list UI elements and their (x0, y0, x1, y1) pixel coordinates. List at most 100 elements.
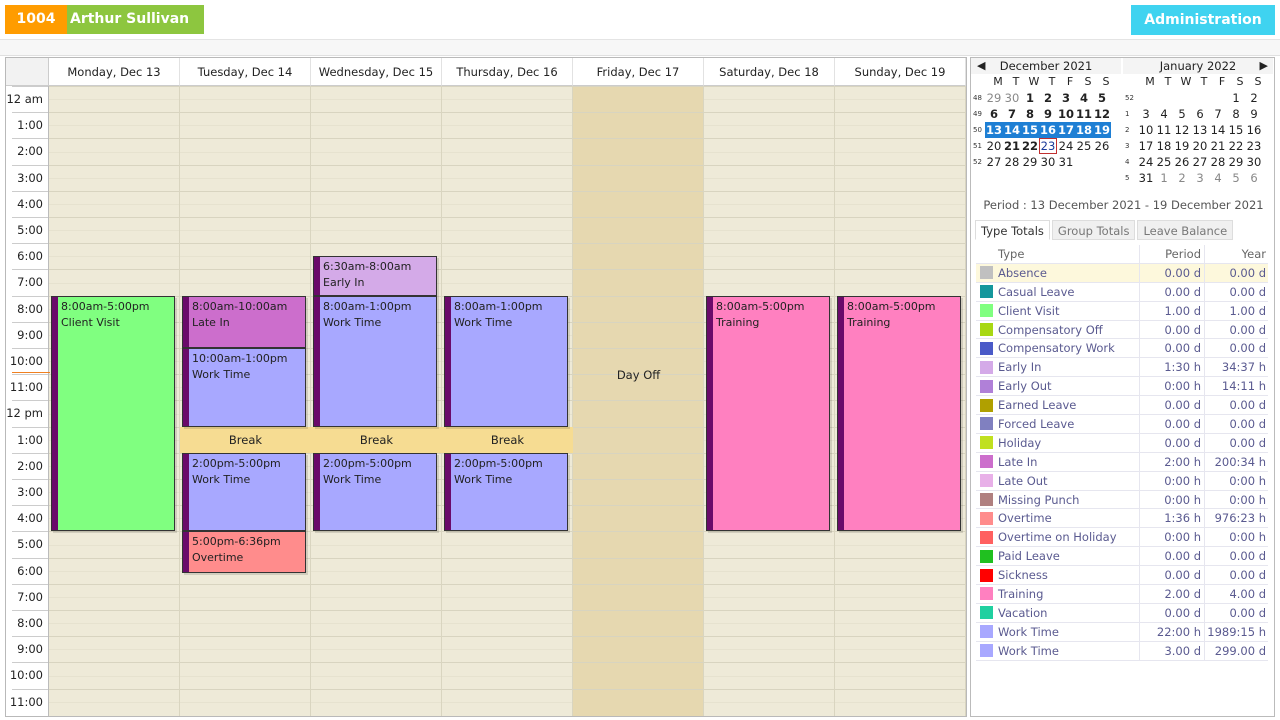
calendar-day[interactable]: 16 (1039, 122, 1057, 138)
appointment-work-time[interactable]: 10:00am-1:00pm Work Time (182, 348, 306, 427)
calendar-day[interactable]: 28 (1004, 155, 1020, 169)
calendar-day[interactable]: 3 (1061, 91, 1070, 105)
calendar-day[interactable]: 5 (1232, 171, 1240, 185)
calendar-day[interactable]: 9 (1043, 107, 1052, 121)
calendar-day[interactable] (1093, 154, 1111, 170)
calendar-day[interactable]: 15 (1021, 122, 1039, 138)
table-row[interactable]: Holiday 0.00 d 0.00 d (976, 433, 1268, 453)
table-row[interactable]: Work Time 22:00 h 1989:15 h (976, 622, 1268, 642)
calendar-day[interactable]: 27 (1192, 155, 1208, 169)
day-header[interactable]: Saturday, Dec 18 (704, 58, 835, 86)
calendar-day[interactable]: 3 (1196, 171, 1204, 185)
calendar-day[interactable]: 4 (1214, 171, 1222, 185)
prev-month-arrow-icon[interactable]: ◀ (977, 59, 986, 72)
calendar-day[interactable]: 26 (1174, 155, 1190, 169)
calendar-day[interactable]: 2 (1043, 91, 1052, 105)
table-row[interactable]: Overtime 1:36 h 976:23 h (976, 509, 1268, 529)
calendar-day[interactable]: 5 (1097, 91, 1106, 105)
table-row[interactable]: Work Time 3.00 d 299.00 d (976, 641, 1268, 661)
table-row[interactable]: Sickness 0.00 d 0.00 d (976, 566, 1268, 586)
appointment-work-time[interactable]: 2:00pm-5:00pm Work Time (313, 452, 437, 532)
calendar-day[interactable]: 29 (1022, 155, 1038, 169)
calendar-day[interactable]: 3 (1142, 107, 1150, 121)
calendar-day[interactable]: 12 (1093, 107, 1110, 121)
calendar-day[interactable]: 12 (1174, 123, 1190, 137)
calendar-day[interactable] (1137, 90, 1155, 106)
table-row[interactable]: Forced Leave 0.00 d 0.00 d (976, 415, 1268, 434)
calendar-day[interactable]: 13 (985, 122, 1003, 138)
calendar-day[interactable]: 11 (1075, 107, 1092, 121)
break-block[interactable]: Break (311, 426, 442, 453)
appointment-overtime[interactable]: 5:00pm-6:36pm Overtime (182, 531, 306, 574)
calendar-day[interactable]: 17 (1138, 139, 1154, 153)
appointment-training[interactable]: 8:00am-5:00pm Training (706, 295, 830, 532)
calendar-day[interactable]: 16 (1246, 123, 1262, 137)
calendar-day[interactable]: 14 (1003, 122, 1021, 138)
calendar-day[interactable]: 21 (1003, 139, 1020, 153)
calendar-day[interactable]: 17 (1057, 122, 1075, 138)
calendar-day[interactable]: 6 (1250, 171, 1258, 185)
calendar-day[interactable] (1075, 154, 1093, 170)
calendar-day[interactable]: 8 (1025, 107, 1034, 121)
calendar-day[interactable]: 19 (1174, 139, 1190, 153)
table-row[interactable]: Compensatory Off 0.00 d 0.00 d (976, 320, 1268, 340)
calendar-day[interactable]: 2 (1250, 91, 1258, 105)
calendar-day[interactable]: 11 (1156, 123, 1172, 137)
calendar-day[interactable]: 24 (1058, 139, 1074, 153)
calendar-day[interactable]: 22 (1228, 139, 1244, 153)
calendar-day[interactable]: 21 (1210, 139, 1226, 153)
next-month-arrow-icon[interactable]: ▶ (1259, 59, 1268, 72)
col-period[interactable]: Period (1140, 245, 1205, 263)
table-row[interactable]: Late Out 0:00 h 0:00 h (976, 471, 1268, 491)
calendar-day[interactable]: 8 (1232, 107, 1240, 121)
calendar-day[interactable]: 18 (1156, 139, 1172, 153)
calendar-day[interactable]: 13 (1192, 123, 1208, 137)
calendar-day[interactable]: 15 (1228, 123, 1244, 137)
calendar-day[interactable]: 19 (1093, 122, 1111, 138)
calendar-day[interactable]: 28 (1210, 155, 1226, 169)
table-row[interactable]: Overtime on Holiday 0:00 h 0:00 h (976, 528, 1268, 548)
calendar-day[interactable]: 9 (1250, 107, 1258, 121)
day-header[interactable]: Tuesday, Dec 14 (180, 58, 311, 86)
appointment-work-time[interactable]: 2:00pm-5:00pm Work Time (444, 452, 568, 532)
calendar-day[interactable]: 24 (1138, 155, 1154, 169)
calendar-day[interactable]: 30 (1246, 155, 1262, 169)
break-block[interactable]: Break (442, 426, 573, 453)
table-row[interactable]: Casual Leave 0.00 d 0.00 d (976, 282, 1268, 302)
calendar-day[interactable]: 1 (1232, 91, 1240, 105)
tab-type-totals[interactable]: Type Totals (975, 220, 1050, 240)
calendar-day[interactable]: 31 (1138, 171, 1154, 185)
appointment-work-time[interactable]: 2:00pm-5:00pm Work Time (182, 452, 306, 532)
calendar-day[interactable]: 23 (1039, 138, 1057, 154)
calendar-day[interactable] (1173, 90, 1191, 106)
col-type[interactable]: Type (996, 245, 1140, 263)
table-row[interactable]: Early Out 0:00 h 14:11 h (976, 377, 1268, 397)
tab-leave-balance[interactable]: Leave Balance (1137, 220, 1234, 240)
calendar-day[interactable]: 18 (1075, 122, 1093, 138)
calendar-day[interactable]: 7 (1214, 107, 1222, 121)
calendar-day[interactable]: 4 (1079, 91, 1088, 105)
calendar-day[interactable]: 29 (986, 91, 1002, 105)
calendar-day[interactable]: 23 (1246, 139, 1262, 153)
week-schedule[interactable]: 12 am 1:00 2:00 3:00 4:00 5:00 6:00 7:00 8:00 9:0… (5, 57, 967, 717)
calendar-day[interactable]: 20 (986, 139, 1002, 153)
calendar-day[interactable]: 25 (1156, 155, 1172, 169)
tab-group-totals[interactable]: Group Totals (1051, 220, 1136, 240)
table-row[interactable]: Absence 0.00 d 0.00 d (976, 263, 1268, 283)
calendar-day[interactable]: 26 (1094, 139, 1110, 153)
calendar-day[interactable]: 30 (1004, 91, 1020, 105)
appointment-training[interactable]: 8:00am-5:00pm Training (837, 295, 961, 532)
table-row[interactable]: Client Visit 1.00 d 1.00 d (976, 301, 1268, 321)
calendar-day[interactable]: 2 (1178, 171, 1186, 185)
appointment-client-visit[interactable]: 8:00am-5:00pm Client Visit (51, 295, 175, 532)
appointment-early-in[interactable]: 6:30am-8:00am Early In (313, 256, 437, 296)
calendar-day[interactable]: 22 (1021, 139, 1038, 153)
calendar-day[interactable]: 5 (1178, 107, 1186, 121)
table-row[interactable]: Missing Punch 0:00 h 0:00 h (976, 490, 1268, 510)
calendar-day[interactable]: 6 (1196, 107, 1204, 121)
calendar-day[interactable]: 10 (1057, 107, 1074, 121)
calendar-day[interactable]: 29 (1228, 155, 1244, 169)
calendar-day[interactable]: 20 (1192, 139, 1208, 153)
break-block[interactable]: Break (180, 426, 311, 453)
calendar-day[interactable] (1155, 90, 1173, 106)
